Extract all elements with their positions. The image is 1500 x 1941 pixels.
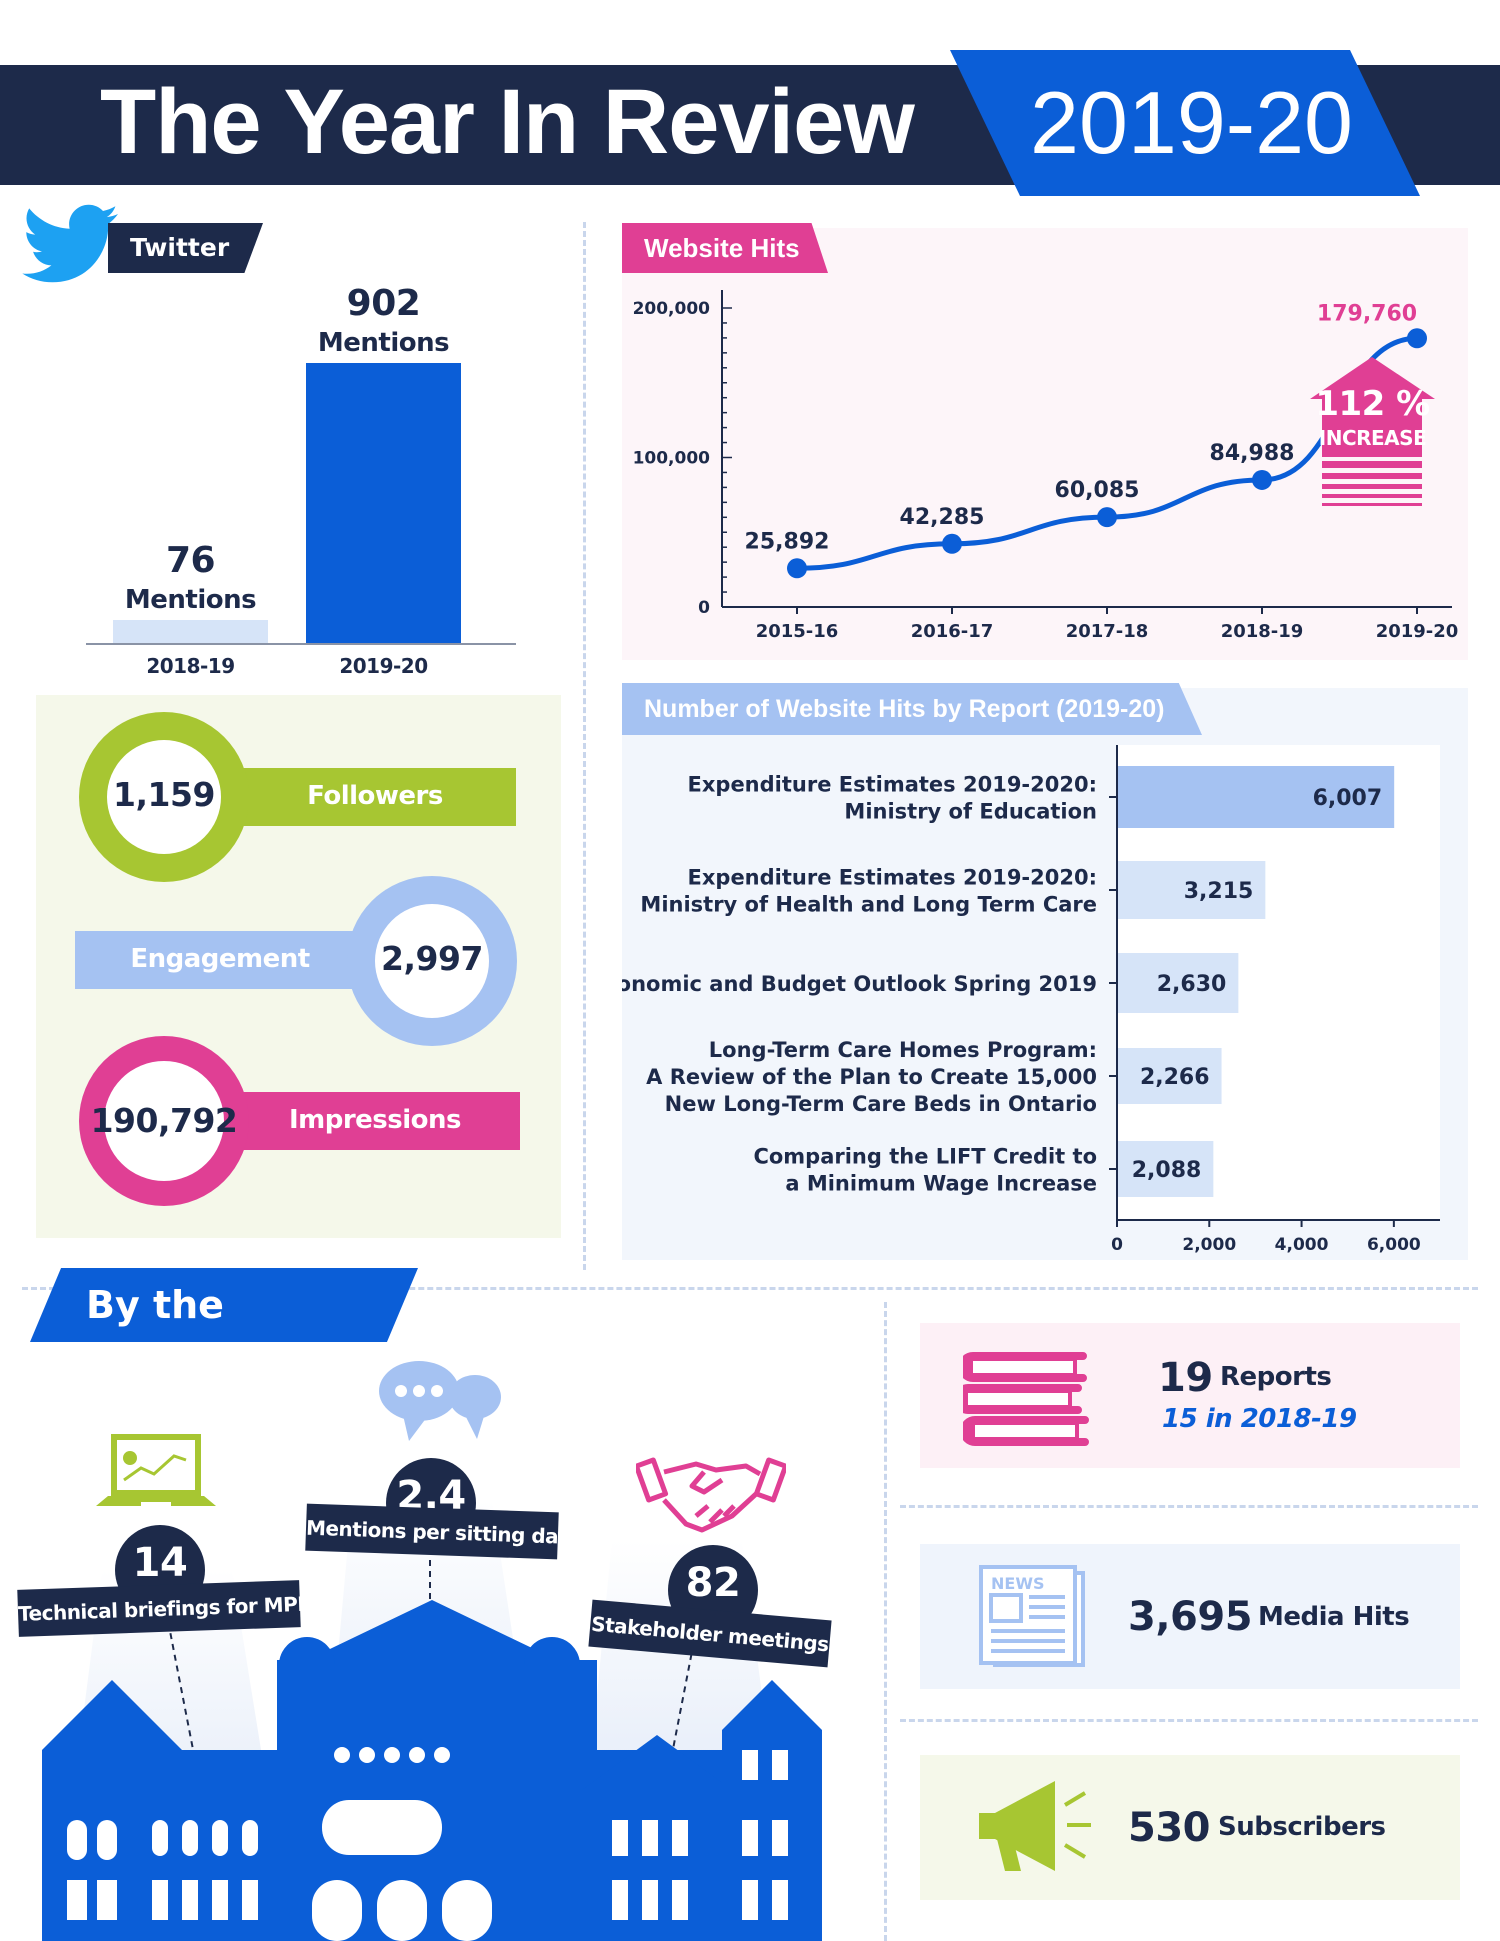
increase-percent: 112 %	[1315, 384, 1430, 424]
subscribers-value: 530	[1128, 1805, 1211, 1851]
data-point	[787, 558, 807, 579]
category-label: A Review of the Plan to Create 15,000	[646, 1065, 1097, 1089]
increase-arrow-icon	[1310, 357, 1435, 506]
reports-label: Reports	[1220, 1362, 1332, 1392]
twitter-bird-icon	[22, 204, 118, 283]
x-tick-label: 2018-19	[1221, 621, 1304, 642]
data-label: 84,988	[1210, 441, 1295, 466]
section-divider-horizontal	[22, 1287, 1478, 1290]
category-label: Ministry of Health and Long Term Care	[640, 893, 1097, 917]
twitter-2018-unit: Mentions	[124, 585, 257, 615]
twitter-2019-unit: Mentions	[317, 328, 450, 358]
x-tick-label: 2016-17	[911, 621, 994, 642]
media-hits-label: Media Hits	[1258, 1602, 1410, 1632]
section-divider-top	[583, 222, 586, 1270]
x-tick-label: 2,000	[1182, 1235, 1236, 1255]
briefings-value: 14	[132, 1540, 188, 1586]
report-bar-value: 2,088	[1132, 1158, 1202, 1183]
report-bar	[1117, 1141, 1214, 1197]
newspaper-icon: NEWS	[979, 1565, 1085, 1667]
x-tick-label: 2015-16	[756, 621, 839, 642]
laptop-chart-icon	[96, 1434, 216, 1506]
website-hits-line-chart: 0 100,000 200,000 2015-16 2016-17 2017-18 2018…	[633, 290, 1459, 642]
report-hits-tag-label: Number of Website Hits by Report (2019-2…	[644, 695, 1165, 723]
followers-circle	[107, 740, 221, 854]
engagement-value: 2,997	[381, 939, 483, 978]
twitter-2018-value: 76	[165, 540, 216, 581]
newspaper-icon-text: NEWS	[991, 1574, 1045, 1593]
y-tick-label: 200,000	[633, 299, 711, 319]
category-label: a Minimum Wage Increase	[785, 1172, 1097, 1196]
x-tick-label: 2017-18	[1066, 621, 1149, 642]
category-label: Expenditure Estimates 2019-2020:	[688, 866, 1097, 890]
by-numbers-tag: By the Numbers	[30, 1268, 418, 1342]
data-label: 60,085	[1055, 478, 1140, 503]
impressions-value: 190,792	[90, 1101, 238, 1140]
report-bar-value: 2,266	[1140, 1065, 1210, 1090]
data-label: 179,760	[1317, 301, 1417, 326]
category-label: Ministry of Education	[844, 800, 1097, 824]
twitter-2019-year: 2019-20	[339, 654, 428, 678]
data-label: 25,892	[745, 529, 830, 554]
megaphone-icon	[979, 1781, 1091, 1871]
y-tick-label: 100,000	[633, 449, 711, 469]
twitter-2018-year: 2018-19	[146, 654, 235, 678]
twitter-tag: Twitter	[108, 223, 263, 273]
report-bar	[1117, 1048, 1222, 1104]
handshake-icon	[636, 1457, 786, 1533]
category-label: Economic and Budget Outlook Spring 2019	[622, 972, 1097, 996]
followers-label: Followers	[307, 781, 443, 811]
report-hits-bar-chart: 6,007 Expenditure Estimates 2019-2020: Min…	[622, 745, 1440, 1255]
website-hits-tag-label: Website Hits	[644, 233, 800, 263]
impressions-circle	[104, 1061, 224, 1181]
twitter-tag-label: Twitter	[130, 233, 230, 262]
twitter-baseline	[86, 643, 516, 645]
report-hits-tag: Number of Website Hits by Report (2019-2…	[622, 683, 1202, 735]
increase-label: INCREASE	[1318, 426, 1427, 450]
report-bar-value: 6,007	[1313, 786, 1383, 811]
data-label: 42,285	[900, 505, 985, 530]
year-banner	[950, 50, 1420, 196]
followers-value: 1,159	[113, 775, 215, 814]
category-label: Long-Term Care Homes Program:	[709, 1038, 1097, 1062]
x-tick-label: 2019-20	[1376, 621, 1459, 642]
stakeholder-value: 82	[685, 1560, 741, 1606]
x-tick-label: 6,000	[1367, 1235, 1421, 1255]
page-title: The Year In Review	[100, 71, 915, 173]
data-point	[1097, 507, 1117, 528]
card-divider-1	[900, 1505, 1478, 1508]
twitter-bar-2018	[113, 620, 268, 643]
y-tick-label: 0	[698, 598, 710, 618]
by-numbers-tag-label: By the Numbers	[86, 1283, 279, 1401]
category-label: Expenditure Estimates 2019-2020:	[688, 773, 1097, 797]
data-point	[942, 533, 962, 554]
engagement-circle	[375, 904, 489, 1018]
report-bar	[1117, 953, 1239, 1013]
speech-bubbles-icon	[379, 1361, 501, 1441]
category-label: New Long-Term Care Beds in Ontario	[665, 1092, 1097, 1116]
data-point	[1252, 469, 1272, 490]
data-point	[1407, 328, 1427, 349]
engagement-label: Engagement	[130, 944, 310, 974]
media-hits-value: 3,695	[1128, 1594, 1253, 1640]
card-divider-2	[900, 1719, 1478, 1722]
impressions-label: Impressions	[288, 1105, 462, 1135]
reports-sub: 15 in 2018-19	[1162, 1404, 1357, 1434]
books-icon	[963, 1352, 1089, 1446]
subscribers-label: Subscribers	[1218, 1812, 1386, 1842]
year-label: 2019-20	[1030, 73, 1353, 172]
report-bar	[1117, 861, 1266, 919]
report-bar	[1117, 766, 1395, 828]
twitter-bar-2019	[306, 363, 461, 643]
category-label: Comparing the LIFT Credit to	[753, 1145, 1097, 1169]
x-tick-label: 0	[1111, 1235, 1123, 1255]
twitter-2019-value: 902	[346, 283, 421, 324]
reports-value: 19	[1158, 1355, 1213, 1401]
report-bar-value: 3,215	[1184, 879, 1254, 904]
report-bar-value: 2,630	[1157, 972, 1227, 997]
website-hits-tag: Website Hits	[622, 223, 828, 273]
section-divider-bottom	[884, 1302, 887, 1941]
x-tick-label: 4,000	[1275, 1235, 1329, 1255]
